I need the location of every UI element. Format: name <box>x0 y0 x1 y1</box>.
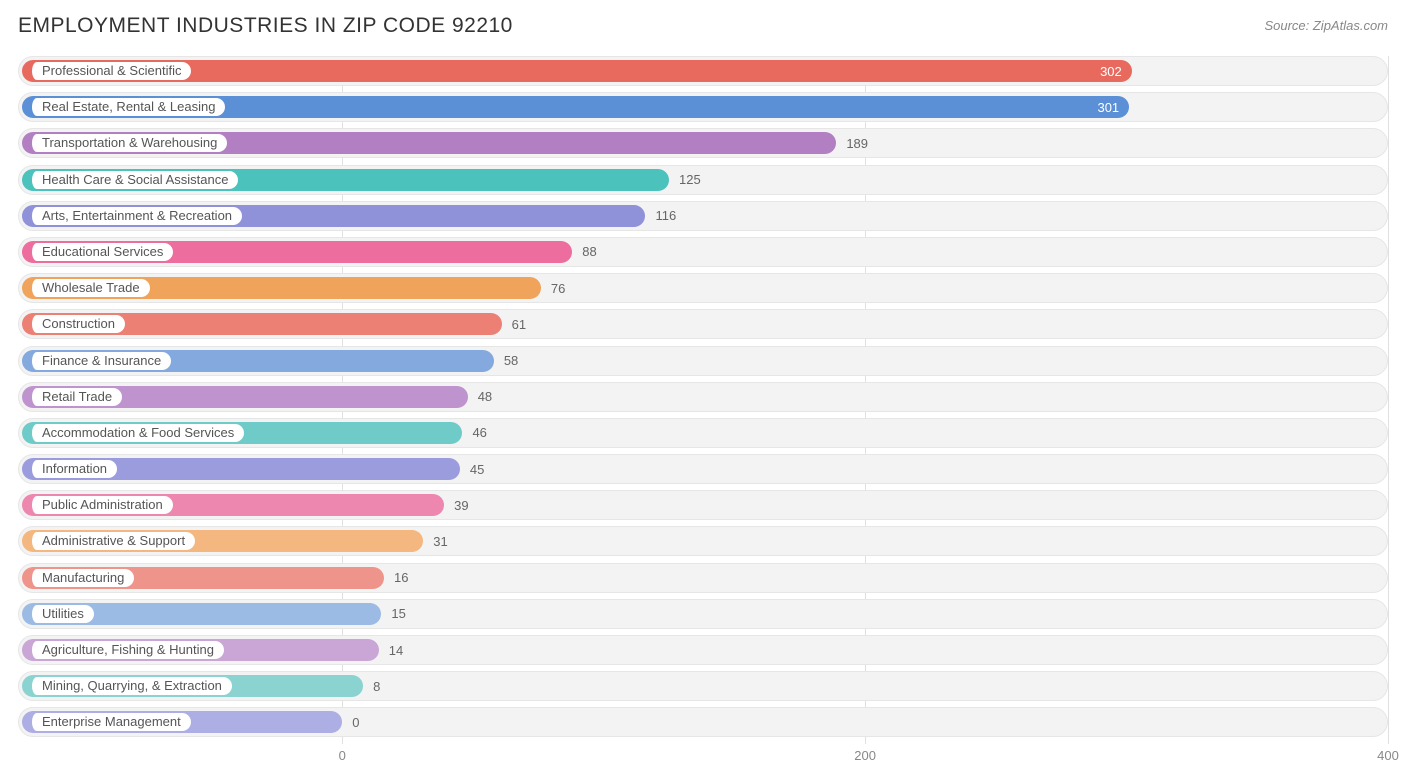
bar-row: Arts, Entertainment & Recreation 116 <box>18 201 1388 231</box>
bar-row: Transportation & Warehousing 189 <box>18 128 1388 158</box>
bar-row: Mining, Quarrying, & Extraction 8 <box>18 671 1388 701</box>
chart-source: Source: ZipAtlas.com <box>1264 18 1388 33</box>
bar-label-pill: Educational Services <box>28 243 173 261</box>
bar-value: 116 <box>655 201 676 231</box>
bar-value: 189 <box>846 128 868 158</box>
bar-row: Wholesale Trade 76 <box>18 273 1388 303</box>
bar-value: 48 <box>478 382 492 412</box>
bar-label-pill: Wholesale Trade <box>28 279 150 297</box>
chart-plot-area: Professional & Scientific 302 Real Estate,… <box>18 56 1388 776</box>
bar-value: 61 <box>512 309 526 339</box>
bar-row: Health Care & Social Assistance 125 <box>18 165 1388 195</box>
x-axis-tick-label: 400 <box>1377 748 1399 763</box>
bar-row: Public Administration 39 <box>18 490 1388 520</box>
bar-row: Information 45 <box>18 454 1388 484</box>
bar-label-pill: Information <box>28 460 117 478</box>
bar-value: 16 <box>394 563 408 593</box>
bar-row: Construction 61 <box>18 309 1388 339</box>
bar-value: 8 <box>373 671 380 701</box>
bar-value: 125 <box>679 165 701 195</box>
x-axis-tick-label: 200 <box>854 748 876 763</box>
chart-title: EMPLOYMENT INDUSTRIES IN ZIP CODE 92210 <box>18 14 513 38</box>
bar-row: Administrative & Support 31 <box>18 526 1388 556</box>
chart-header: EMPLOYMENT INDUSTRIES IN ZIP CODE 92210 … <box>18 14 1388 48</box>
bar-label-pill: Accommodation & Food Services <box>28 424 244 442</box>
bar-label-pill: Public Administration <box>28 496 173 514</box>
bar-row: Real Estate, Rental & Leasing 301 <box>18 92 1388 122</box>
x-axis: 0200400 <box>18 744 1388 768</box>
x-axis-tick-label: 0 <box>339 748 346 763</box>
grid-line <box>1388 56 1389 744</box>
bar-label-pill: Transportation & Warehousing <box>28 134 227 152</box>
bar-row: Manufacturing 16 <box>18 563 1388 593</box>
bar-row: Professional & Scientific 302 <box>18 56 1388 86</box>
bar-value: 15 <box>391 599 405 629</box>
bar-value: 45 <box>470 454 484 484</box>
bar-row: Enterprise Management 0 <box>18 707 1388 737</box>
bar-row: Retail Trade 48 <box>18 382 1388 412</box>
bar-label-pill: Professional & Scientific <box>28 62 191 80</box>
bar-label-pill: Retail Trade <box>28 388 122 406</box>
bar-row: Agriculture, Fishing & Hunting 14 <box>18 635 1388 665</box>
bar-label-pill: Construction <box>28 315 125 333</box>
bar-label-pill: Finance & Insurance <box>28 352 171 370</box>
bar-value: 31 <box>433 526 447 556</box>
bar-value: 0 <box>352 707 359 737</box>
bar-label-pill: Administrative & Support <box>28 532 195 550</box>
bar-label-pill: Manufacturing <box>28 569 134 587</box>
bar-label-pill: Arts, Entertainment & Recreation <box>28 207 242 225</box>
bar-value: 39 <box>454 490 468 520</box>
bar-value: 46 <box>472 418 486 448</box>
bar-value: 14 <box>389 635 403 665</box>
bar-label-pill: Agriculture, Fishing & Hunting <box>28 641 224 659</box>
chart-bars: Professional & Scientific 302 Real Estate,… <box>18 56 1388 737</box>
bar-row: Utilities 15 <box>18 599 1388 629</box>
bar-label-pill: Utilities <box>28 605 94 623</box>
bar-row: Educational Services 88 <box>18 237 1388 267</box>
bar-label-pill: Real Estate, Rental & Leasing <box>28 98 225 116</box>
bar-label-pill: Mining, Quarrying, & Extraction <box>28 677 232 695</box>
bar-row: Accommodation & Food Services 46 <box>18 418 1388 448</box>
bar-value: 58 <box>504 346 518 376</box>
bar-value: 76 <box>551 273 565 303</box>
chart-container: EMPLOYMENT INDUSTRIES IN ZIP CODE 92210 … <box>0 0 1406 776</box>
bar-label-pill: Enterprise Management <box>28 713 191 731</box>
bar-value: 301 <box>1097 92 1119 122</box>
bar-value: 88 <box>582 237 596 267</box>
bar-row: Finance & Insurance 58 <box>18 346 1388 376</box>
bar-value: 302 <box>1100 56 1122 86</box>
bar-label-pill: Health Care & Social Assistance <box>28 171 238 189</box>
